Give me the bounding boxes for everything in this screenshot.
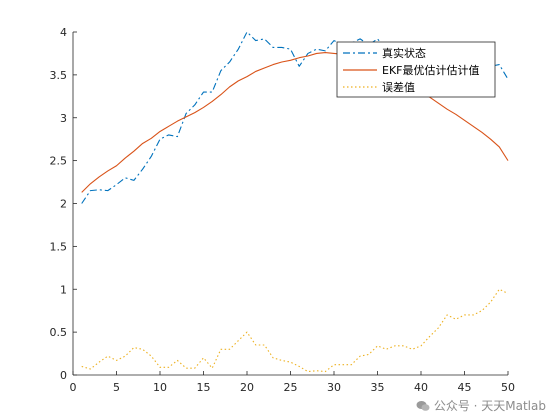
- y-tick-label: 1.5: [50, 240, 68, 253]
- x-tick-label: 20: [240, 381, 254, 394]
- series-line-2: [81, 52, 509, 193]
- x-tick-label: 35: [371, 381, 385, 394]
- y-tick-label: 1: [60, 283, 67, 296]
- x-tick-label: 5: [113, 381, 120, 394]
- x-tick-label: 0: [70, 381, 77, 394]
- x-tick-label: 10: [153, 381, 167, 394]
- wechat-icon: [416, 400, 430, 411]
- y-tick-label: 0.5: [50, 326, 68, 339]
- x-tick-label: 30: [327, 381, 341, 394]
- y-tick-label: 3: [60, 112, 67, 125]
- x-tick-label: 45: [458, 381, 472, 394]
- axes: 0 5 10 15 20 25 30 35 40 45 50 0 0.5 1 1.5 2 2.5 3 3.5 4: [50, 26, 516, 394]
- legend-label-3: 误差值: [382, 80, 415, 94]
- x-tick-label: 25: [284, 381, 298, 394]
- y-tick-label: 2.5: [50, 155, 68, 168]
- y-tick-label: 2: [60, 198, 67, 211]
- x-tick-label: 40: [414, 381, 428, 394]
- x-tick-label: 15: [197, 381, 211, 394]
- series-line-3: [81, 288, 509, 373]
- x-tick-label: 50: [501, 381, 515, 394]
- watermark: 公众号 · 天天Matlab: [416, 397, 546, 414]
- y-tick-label: 4: [60, 26, 67, 39]
- y-tick-label: 0: [60, 369, 67, 382]
- legend-label-1: 真实状态: [382, 46, 426, 60]
- y-tick-label: 3.5: [50, 69, 68, 82]
- watermark-text: 公众号 · 天天Matlab: [433, 399, 546, 413]
- legend-label-2: EKF最优估计估计值: [382, 64, 480, 77]
